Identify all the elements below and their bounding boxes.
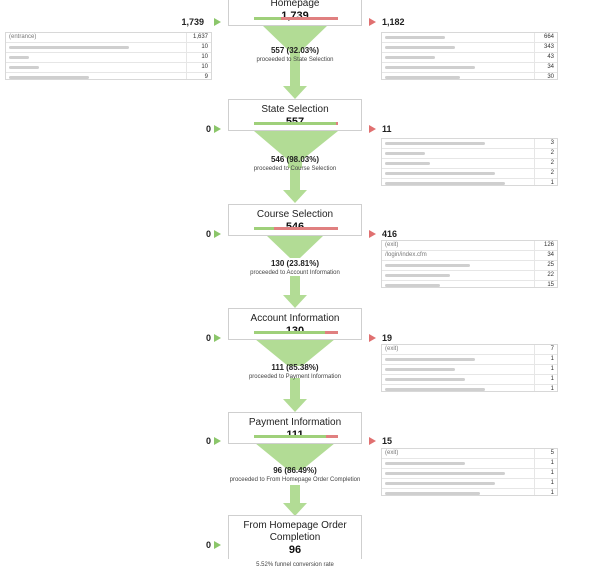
table-row[interactable]: 10 — [6, 53, 211, 63]
stage-title: Payment Information — [248, 417, 342, 428]
exits-count: 11 — [382, 124, 392, 134]
stage-homepage[interactable]: Homepage 1,739 — [228, 0, 362, 26]
table-row[interactable]: 1 — [382, 385, 557, 394]
exits-count: 15 — [382, 436, 393, 446]
table-row[interactable]: 343 — [382, 43, 557, 53]
proceed-text: proceeded to State Selection — [256, 57, 334, 63]
entry-arrow-icon — [214, 541, 221, 549]
proceed-count: 96 (86.49%) — [273, 466, 317, 475]
entry-arrow-icon — [214, 18, 221, 26]
table-row[interactable]: 22 — [382, 271, 557, 281]
stage-count: 96 — [288, 544, 302, 556]
exit-pages-table: (exit) 5 1 1 1 1 — [381, 448, 558, 496]
stage-title: Homepage — [270, 0, 320, 9]
table-row[interactable]: 10 — [6, 63, 211, 73]
exit-pages-table: (exit) 7 1 1 1 1 — [381, 344, 558, 392]
stage-title: Account Information — [250, 313, 340, 324]
entry-arrow-icon — [214, 334, 221, 342]
stage-title: From Homepage Order Completion — [243, 520, 347, 543]
proceed-count: 111 (85.38%) — [271, 363, 319, 372]
table-row[interactable]: 9 — [6, 73, 211, 82]
proceed-label: 96 (86.49%) proceeded to From Homepage O… — [200, 466, 390, 484]
proceed-text: proceeded to Account Information — [250, 270, 340, 276]
stage-title: State Selection — [261, 104, 329, 115]
entry-arrow-icon — [214, 437, 221, 445]
entries-count: 0 — [205, 436, 211, 446]
proceed-label: 111 (85.38%) proceeded to Payment Inform… — [200, 363, 390, 381]
stage-state-selection[interactable]: State Selection 557 — [228, 99, 362, 131]
exit-arrow-icon — [369, 230, 376, 238]
entries-count: 1,739 — [181, 17, 204, 27]
stage-bar — [254, 435, 338, 438]
exit-pages-table: (exit) 126 /login/index.cfm 34 25 22 15 — [381, 240, 558, 288]
exit-arrow-icon — [369, 125, 376, 133]
table-row[interactable]: 2 — [382, 169, 557, 179]
stage-order-completion[interactable]: From Homepage Order Completion 96 5.52% … — [228, 515, 362, 568]
stage-bar — [254, 122, 338, 125]
exit-pages-table: 664 343 43 34 30 — [381, 32, 558, 80]
exit-pages-table: 3 2 2 2 1 — [381, 138, 558, 186]
table-row[interactable]: 1 — [382, 479, 557, 489]
entries-count: 0 — [205, 540, 211, 550]
table-row[interactable]: 1 — [382, 459, 557, 469]
stage-course-selection[interactable]: Course Selection 546 — [228, 204, 362, 236]
exits-count: 416 — [382, 229, 398, 239]
table-row[interactable]: (entrance) 1,637 — [6, 33, 211, 43]
entry-arrow-icon — [214, 230, 221, 238]
stage-payment-information[interactable]: Payment Information 111 — [228, 412, 362, 444]
proceed-count: 130 (23.81%) — [270, 259, 320, 268]
stage-bar — [254, 17, 338, 20]
table-row[interactable]: 1 — [382, 179, 557, 188]
table-row[interactable]: 1 — [382, 489, 557, 498]
proceed-count: 546 (98.03%) — [270, 155, 320, 164]
proceed-label: 130 (23.81%) proceeded to Account Inform… — [200, 259, 390, 277]
table-row[interactable]: 10 — [6, 43, 211, 53]
entrance-sources-table: (entrance) 1,637 10 10 10 9 — [5, 32, 212, 80]
stage-account-information[interactable]: Account Information 130 — [228, 308, 362, 340]
proceed-text: proceeded to Course Selection — [253, 166, 337, 172]
exit-arrow-icon — [369, 437, 376, 445]
table-row[interactable]: (exit) 126 — [382, 241, 557, 251]
table-row[interactable]: 43 — [382, 53, 557, 63]
stage-bar — [254, 331, 338, 334]
table-row[interactable]: 664 — [382, 33, 557, 43]
table-row[interactable]: 1 — [382, 469, 557, 479]
entry-arrow-icon — [214, 125, 221, 133]
proceed-text: proceeded to From Homepage Order Complet… — [229, 477, 361, 483]
table-row[interactable]: /login/index.cfm 34 — [382, 251, 557, 261]
table-row[interactable]: 25 — [382, 261, 557, 271]
exit-arrow-icon — [369, 334, 376, 342]
proceed-label: 557 (32.03%) proceeded to State Selectio… — [200, 46, 390, 64]
conversion-rate: 5.52% funnel conversion rate — [256, 562, 334, 568]
stage-bar — [254, 227, 338, 230]
entries-count: 0 — [205, 333, 211, 343]
entries-count: 0 — [205, 124, 211, 134]
table-row[interactable]: 30 — [382, 73, 557, 82]
exits-count: 1,182 — [382, 17, 405, 27]
table-row[interactable]: 1 — [382, 365, 557, 375]
table-row[interactable]: 1 — [382, 355, 557, 365]
table-row[interactable]: 1 — [382, 375, 557, 385]
table-row[interactable]: 2 — [382, 159, 557, 169]
table-row[interactable]: 3 — [382, 139, 557, 149]
table-row[interactable]: (exit) 5 — [382, 449, 557, 459]
table-row[interactable]: 34 — [382, 63, 557, 73]
exit-arrow-icon — [369, 18, 376, 26]
table-row[interactable]: (exit) 7 — [382, 345, 557, 355]
table-row[interactable]: 15 — [382, 281, 557, 290]
table-row[interactable]: 2 — [382, 149, 557, 159]
proceed-text: proceeded to Payment Information — [248, 374, 342, 380]
proceed-count: 557 (32.03%) — [270, 46, 320, 55]
exits-count: 19 — [382, 333, 393, 343]
proceed-label: 546 (98.03%) proceeded to Course Selecti… — [200, 155, 390, 173]
entries-count: 0 — [205, 229, 211, 239]
stage-title: Course Selection — [256, 209, 334, 220]
